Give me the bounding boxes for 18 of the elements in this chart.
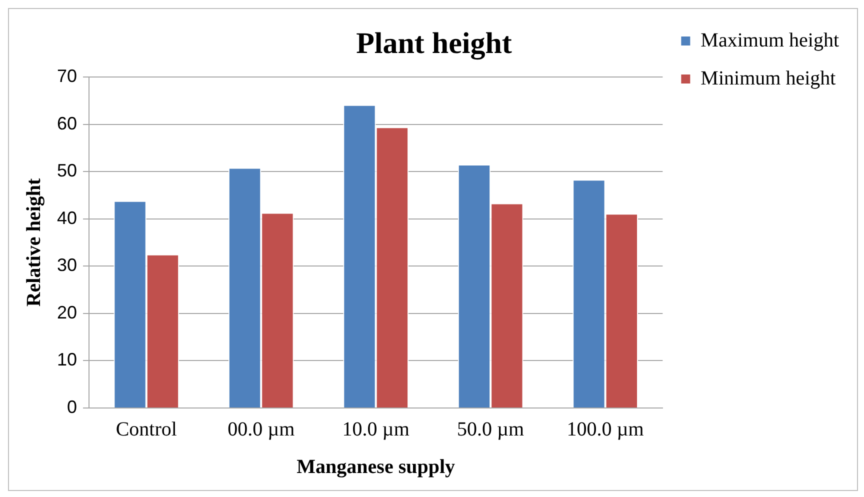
y-tick-label: 60 [56,113,78,134]
y-tick-label: 70 [56,66,78,86]
x-axis-title: Manganese supply [296,456,456,478]
x-tick-label: 00.0 µm [228,418,296,440]
legend-label: Minimum height [700,67,836,90]
y-axis-title: Relative height [23,178,46,307]
y-tick-label: 20 [56,302,78,322]
x-tick-label: Control [116,418,178,440]
chart-title: Plant height [356,26,512,60]
y-tick-label: 50 [56,160,78,181]
y-tick-label: 10 [56,350,78,370]
y-tick-label: 40 [56,208,78,228]
x-tick-label: 100.0 µm [566,418,644,440]
x-tick-label: 50.0 µm [457,418,525,440]
y-tick-label: 0 [67,396,78,417]
y-tick-label: 30 [56,255,78,276]
x-tick-label: 10.0 µm [342,418,410,440]
legend-label: Maximum height [700,29,840,52]
